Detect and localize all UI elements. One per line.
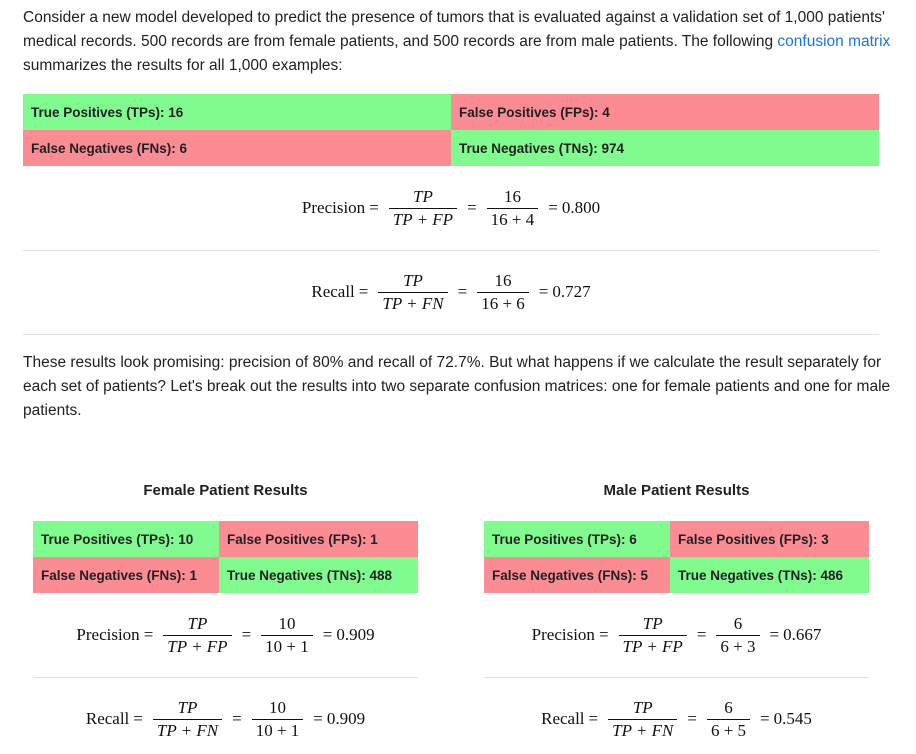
fraction: 16 16 + 4 xyxy=(486,186,539,229)
numerator: 16 xyxy=(503,186,521,206)
equation-label: Recall xyxy=(85,709,130,728)
equation-result: 0.800 xyxy=(561,198,601,217)
female-tn-cell: True Negatives (TNs): 488 xyxy=(219,557,418,593)
equals-sign: = xyxy=(769,625,780,644)
equals-sign: = xyxy=(358,282,369,301)
numerator: 16 xyxy=(494,270,512,290)
female-results-title: Female Patient Results xyxy=(143,482,308,499)
equation-label: Recall xyxy=(541,709,585,728)
denominator: 6 + 5 xyxy=(706,718,751,740)
equals-sign: = xyxy=(548,198,558,217)
equals-sign: = xyxy=(696,625,707,644)
equals-sign: = xyxy=(538,282,549,301)
female-recall-equation: Recall = TP TP + FN = 10 10 + 1 = 0.909 xyxy=(33,695,418,743)
female-tp-cell: True Positives (TPs): 10 xyxy=(33,521,219,557)
denominator: 10 + 1 xyxy=(251,718,304,740)
equals-sign: = xyxy=(133,709,143,728)
equation-result: 0.667 xyxy=(783,625,822,644)
denominator: TP + FN xyxy=(608,718,678,740)
fraction: 10 10 + 1 xyxy=(251,697,304,740)
fraction: TP TP + FN xyxy=(378,270,448,313)
numerator: TP xyxy=(642,613,663,633)
equals-sign: = xyxy=(322,625,333,644)
fraction: TP TP + FN xyxy=(152,697,223,740)
overall-fn-cell: False Negatives (FNs): 6 xyxy=(23,130,451,166)
fraction: TP TP + FP xyxy=(618,613,687,656)
male-tn-cell: True Negatives (TNs): 486 xyxy=(670,557,869,593)
male-fn-cell: False Negatives (FNs): 5 xyxy=(484,557,670,593)
denominator: 16 + 4 xyxy=(486,207,539,229)
equation-result: 0.727 xyxy=(552,282,591,301)
divider xyxy=(23,334,879,335)
equals-sign: = xyxy=(760,709,770,728)
fraction: TP TP + FP xyxy=(163,613,232,656)
numerator: TP xyxy=(403,270,423,290)
overall-precision-equation: Precision = TP TP + FP = 16 16 + 4 = 0.800 xyxy=(23,184,879,232)
numerator: TP xyxy=(632,697,653,717)
equals-sign: = xyxy=(232,709,242,728)
male-fp-cell: False Positives (FPs): 3 xyxy=(670,521,869,557)
equation-result: 0.909 xyxy=(326,709,366,728)
equals-sign: = xyxy=(457,282,468,301)
denominator: TP + FN xyxy=(378,291,448,313)
numerator: 10 xyxy=(269,697,286,717)
male-tp-cell: True Positives (TPs): 6 xyxy=(484,521,670,557)
equals-sign: = xyxy=(598,625,609,644)
divider xyxy=(484,677,869,678)
female-confusion-matrix: True Positives (TPs): 10 False Positives… xyxy=(33,521,418,593)
equals-sign: = xyxy=(588,709,599,728)
intro-paragraph: Consider a new model developed to predic… xyxy=(23,6,893,78)
equation-label: Recall xyxy=(311,282,355,301)
overall-fp-cell: False Positives (FPs): 4 xyxy=(451,94,879,130)
fraction: TP TP + FP xyxy=(388,186,458,229)
fraction: 10 10 + 1 xyxy=(261,613,313,656)
female-fp-cell: False Positives (FPs): 1 xyxy=(219,521,418,557)
equation-result: 0.909 xyxy=(336,625,375,644)
denominator: TP + FN xyxy=(152,718,223,740)
equation-result: 0.545 xyxy=(773,709,812,728)
female-fn-cell: False Negatives (FNs): 1 xyxy=(33,557,219,593)
equation-label: Precision xyxy=(301,198,366,217)
equation-label: Precision xyxy=(531,625,595,644)
denominator: TP + FP xyxy=(163,634,232,656)
fraction: TP TP + FN xyxy=(608,697,678,740)
equals-sign: = xyxy=(313,709,323,728)
fraction: 16 16 + 6 xyxy=(477,270,529,313)
intro-text: Consider a new model developed to predic… xyxy=(23,9,886,50)
equals-sign: = xyxy=(467,198,477,217)
equals-sign: = xyxy=(241,625,252,644)
middle-paragraph: These results look promising: precision … xyxy=(23,354,891,419)
numerator: TP xyxy=(187,613,208,633)
intro-text-end: summarizes the results for all 1,000 exa… xyxy=(23,57,343,74)
overall-tp-cell: True Positives (TPs): 16 xyxy=(23,94,451,130)
numerator: 6 xyxy=(724,697,733,717)
equals-sign: = xyxy=(687,709,697,728)
female-precision-equation: Precision = TP TP + FP = 10 10 + 1 = 0.909 xyxy=(33,611,418,659)
denominator: 10 + 1 xyxy=(261,634,313,656)
numerator: TP xyxy=(413,186,433,206)
numerator: 10 xyxy=(278,613,296,633)
denominator: 16 + 6 xyxy=(477,291,529,313)
male-confusion-matrix: True Positives (TPs): 6 False Positives … xyxy=(484,521,869,593)
equation-label: Precision xyxy=(76,625,140,644)
divider xyxy=(23,250,879,251)
denominator: TP + FP xyxy=(388,207,458,229)
male-results-title: Male Patient Results xyxy=(603,482,750,499)
divider xyxy=(33,677,418,678)
equals-sign: = xyxy=(143,625,154,644)
overall-recall-equation: Recall = TP TP + FN = 16 16 + 6 = 0.727 xyxy=(23,268,879,316)
denominator: 6 + 3 xyxy=(716,634,760,656)
numerator: TP xyxy=(177,697,198,717)
confusion-matrix-link[interactable]: confusion matrix xyxy=(777,33,891,50)
overall-tn-cell: True Negatives (TNs): 974 xyxy=(451,130,879,166)
equals-sign: = xyxy=(369,198,379,217)
overall-confusion-matrix: True Positives (TPs): 16 False Positives… xyxy=(23,94,879,166)
denominator: TP + FP xyxy=(618,634,687,656)
numerator: 6 xyxy=(733,613,743,633)
